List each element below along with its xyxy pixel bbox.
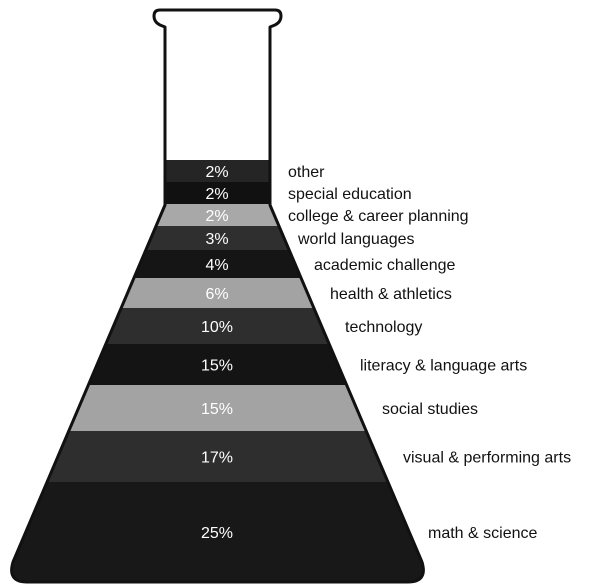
- value-label-other: 2%: [205, 164, 228, 181]
- category-label-literacy-language-arts: literacy & language arts: [360, 358, 527, 375]
- category-label-technology: technology: [345, 319, 422, 336]
- category-label-other: other: [288, 164, 325, 181]
- category-label-math-science: math & science: [428, 525, 537, 542]
- value-label-college-career-planning: 2%: [205, 208, 228, 225]
- category-label-health-athletics: health & athletics: [330, 286, 452, 303]
- band-visual-performing-arts: [11, 431, 424, 483]
- category-label-special-education: special education: [288, 186, 412, 203]
- value-label-technology: 10%: [201, 319, 233, 336]
- category-label-academic-challenge: academic challenge: [314, 257, 456, 274]
- category-label-college-career-planning: college & career planning: [288, 208, 469, 225]
- value-label-literacy-language-arts: 15%: [201, 358, 233, 375]
- value-label-math-science: 25%: [201, 525, 233, 542]
- value-label-world-languages: 3%: [205, 231, 228, 248]
- value-label-visual-performing-arts: 17%: [201, 450, 233, 467]
- value-labels: 2% 2% 2% 3% 4% 6% 10% 15% 15% 17% 25%: [201, 164, 233, 542]
- value-label-academic-challenge: 4%: [205, 257, 228, 274]
- category-label-social-studies: social studies: [382, 401, 478, 418]
- flask-outline: [10, 8, 425, 584]
- value-label-health-athletics: 6%: [205, 286, 228, 303]
- category-label-visual-performing-arts: visual & performing arts: [403, 450, 571, 467]
- value-label-social-studies: 15%: [201, 401, 233, 418]
- value-label-special-education: 2%: [205, 186, 228, 203]
- band-math-science: [11, 482, 424, 582]
- category-labels: other special education college & career p…: [288, 164, 571, 542]
- category-label-world-languages: world languages: [297, 231, 415, 248]
